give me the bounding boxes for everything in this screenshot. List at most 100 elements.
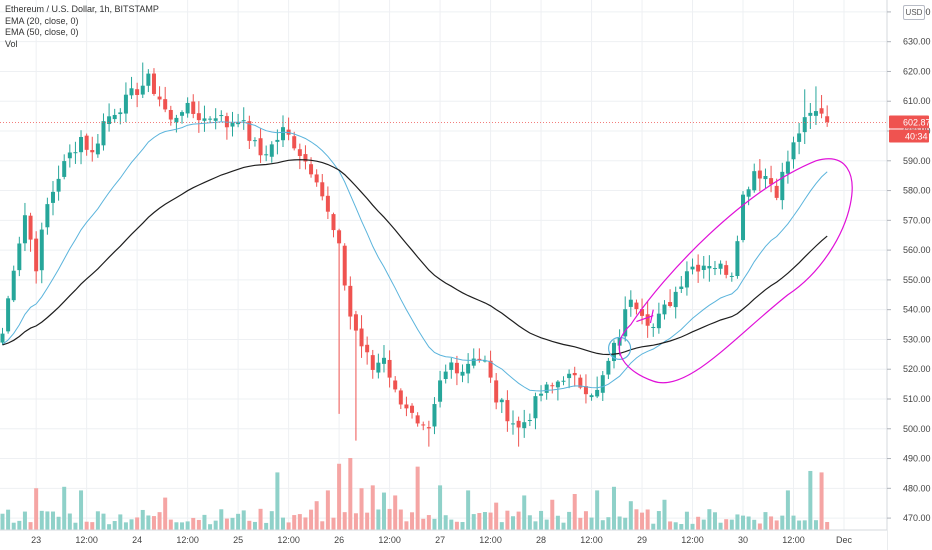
- annotation-circle: [607, 336, 632, 360]
- candle-body: [583, 386, 588, 395]
- candle-body: [628, 299, 633, 307]
- volume-bar: [224, 518, 229, 530]
- price-tick-label: 470.00: [903, 513, 931, 523]
- volume-bar: [112, 521, 117, 530]
- candle-body: [337, 230, 342, 244]
- candle-body: [662, 304, 667, 315]
- volume-bar: [309, 509, 314, 530]
- volume-bar: [180, 522, 185, 530]
- volume-bar: [454, 521, 459, 530]
- volume-bar: [95, 511, 100, 530]
- volume-bar: [757, 523, 762, 530]
- ema50-line: [2, 159, 828, 356]
- candle-body: [724, 265, 729, 275]
- candle-body: [6, 298, 11, 332]
- candle-body: [17, 243, 22, 271]
- candle-body: [73, 152, 78, 154]
- price-tick-label: 610.00: [903, 96, 931, 106]
- volume-bar: [247, 520, 252, 530]
- volume-bar: [11, 522, 16, 530]
- candle-body: [174, 117, 179, 123]
- candle-body: [488, 360, 493, 378]
- volume-bar: [645, 509, 650, 530]
- candle-body: [0, 333, 5, 343]
- candle-body: [320, 182, 325, 197]
- volume-bar: [381, 492, 386, 530]
- candle-body: [213, 118, 218, 121]
- candle-body: [432, 404, 437, 427]
- candle-body: [168, 109, 173, 120]
- volume-bar: [460, 522, 465, 530]
- volume-bar: [241, 510, 246, 530]
- volume-bar: [0, 513, 5, 530]
- volume-bar: [527, 515, 532, 530]
- candle-body: [471, 358, 476, 366]
- volume-bar: [499, 522, 504, 530]
- volume-bar: [79, 490, 84, 530]
- time-tick-label: 12:00: [479, 535, 502, 545]
- volume-bar: [320, 521, 325, 530]
- candle-body: [359, 328, 364, 347]
- candle-body: [303, 154, 308, 162]
- volume-bar: [617, 516, 622, 530]
- volume-bar: [724, 519, 729, 530]
- volume-bar: [819, 472, 824, 530]
- price-tick-label: 630.00: [903, 37, 931, 47]
- candle-body: [101, 121, 106, 146]
- volume-bar: [679, 523, 684, 530]
- candle-body: [735, 241, 740, 277]
- volume-bar: [522, 495, 527, 530]
- volume-bar: [34, 488, 39, 530]
- candle-body: [555, 381, 560, 388]
- legend-volume[interactable]: Vol: [5, 38, 18, 49]
- candle-body: [22, 215, 27, 244]
- candle-body: [561, 380, 566, 382]
- time-tick-label: 12:00: [176, 535, 199, 545]
- volume-bar: [662, 499, 667, 530]
- time-tick-label: 26: [334, 535, 344, 545]
- volume-bar: [331, 517, 336, 530]
- volume-bar: [101, 513, 106, 530]
- candle-body: [589, 395, 594, 398]
- volume-bar: [712, 512, 717, 530]
- candle-body: [656, 313, 661, 329]
- currency-badge[interactable]: USD: [903, 5, 925, 20]
- volume-bar: [73, 522, 78, 530]
- volume-bar: [45, 511, 50, 530]
- legend-ema20[interactable]: EMA (20, close, 0): [5, 15, 79, 26]
- volume-bar: [348, 458, 353, 530]
- candle-body: [623, 309, 628, 337]
- time-tick-label: 12:00: [277, 535, 300, 545]
- time-tick-label: Dec: [836, 535, 853, 545]
- volume-bars: [0, 458, 830, 530]
- candle-body: [331, 214, 336, 231]
- time-tick-label: 12:00: [782, 535, 805, 545]
- volume-bar: [544, 519, 549, 530]
- time-tick-label: 28: [536, 535, 546, 545]
- candle-body: [258, 138, 263, 156]
- annotation-ellipse: [618, 158, 853, 384]
- candle-body: [774, 185, 779, 198]
- volume-bar: [533, 521, 538, 530]
- legend-ema50[interactable]: EMA (50, close, 0): [5, 27, 79, 37]
- candle-body: [611, 342, 616, 362]
- candle-body: [28, 215, 33, 240]
- candle-body: [505, 400, 510, 422]
- volume-bar: [606, 517, 611, 530]
- volume-bar: [656, 511, 661, 530]
- volume-bar: [370, 485, 375, 530]
- candle-body: [50, 191, 55, 203]
- candle-body: [701, 265, 706, 271]
- candle-body: [353, 314, 358, 331]
- price-tick-label: 620.00: [903, 66, 931, 76]
- candle-body: [34, 238, 39, 272]
- candle-body: [600, 375, 605, 393]
- volume-bar: [696, 516, 701, 530]
- volume-bar: [651, 523, 656, 530]
- volume-bar: [56, 516, 61, 530]
- volume-bar: [600, 520, 605, 530]
- volume-bar: [157, 512, 162, 530]
- candle-body: [769, 178, 774, 185]
